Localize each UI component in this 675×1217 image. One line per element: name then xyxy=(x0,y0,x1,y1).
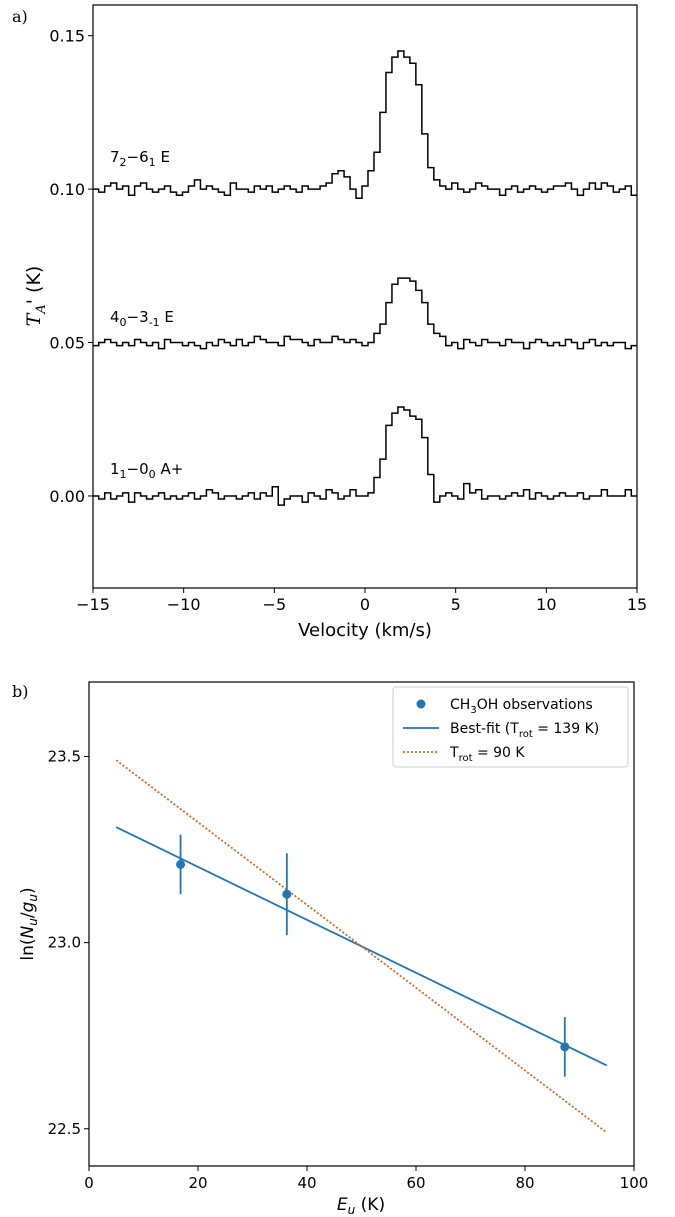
legend-box xyxy=(392,686,629,768)
panel-a-traces xyxy=(93,50,637,506)
x-tick-label: 100 xyxy=(620,1174,649,1192)
legend-label-best-fit: Best-fit (Trot = 139 K) xyxy=(450,721,599,740)
series-label-1-1-0-0-A: 11−00 A+ xyxy=(110,460,183,481)
y-tick-label: 22.5 xyxy=(48,1120,81,1138)
panel-a-spectra: a) −15 −10 −5 0 5 10 15 0.00 0.05 0.10 0.15 72−61… xyxy=(12,4,647,641)
y-tick-label: 0.05 xyxy=(49,334,85,353)
panel-a-label: a) xyxy=(12,7,28,26)
panel-b-y-axis-label: ln(Nu/gu) xyxy=(18,887,40,960)
best-fit-line xyxy=(115,826,608,1067)
panel-b-rotation-diagram: b) 0 20 40 60 80 100 22.5 23.0 23.5 CH3OH obser… xyxy=(12,681,648,1217)
x-tick-label: 10 xyxy=(536,595,556,614)
panel-b-legend: CH3OH observations Best-fit (Trot = 139 … xyxy=(392,686,629,768)
legend-label-observations: CH3OH observations xyxy=(450,697,593,716)
panel-b-x-axis-ticks: 0 20 40 60 80 100 xyxy=(84,1166,648,1192)
x-tick-label: 0 xyxy=(84,1174,94,1192)
x-tick-label: 40 xyxy=(297,1174,316,1192)
panel-a-plot-frame xyxy=(92,4,638,589)
y-tick-label: 0.15 xyxy=(49,27,85,46)
trot-90-line xyxy=(115,759,608,1134)
panel-b-plot-frame xyxy=(88,681,635,1167)
panel-a-x-axis-ticks: −15 −10 −5 0 5 10 15 xyxy=(76,588,647,614)
panel-a-y-axis-label: TA' (K) xyxy=(23,266,49,327)
panel-b-y-axis-ticks: 22.5 23.0 23.5 xyxy=(48,747,89,1138)
x-tick-label: 60 xyxy=(406,1174,425,1192)
panel-a-y-axis-ticks: 0.00 0.05 0.10 0.15 xyxy=(49,27,93,506)
legend-label-trot-90: Trot = 90 K xyxy=(449,745,525,764)
legend-marker-observations xyxy=(416,699,426,709)
spectrum-trace-0 xyxy=(93,50,637,200)
spectrum-trace-2 xyxy=(93,406,637,506)
x-tick-label: 0 xyxy=(360,595,370,614)
y-tick-label: 0.10 xyxy=(49,180,85,199)
y-tick-label: 0.00 xyxy=(49,487,85,506)
x-tick-label: 80 xyxy=(515,1174,534,1192)
panel-b-fit-lines xyxy=(115,759,608,1134)
panel-b-x-axis-label: Eu (K) xyxy=(337,1195,385,1217)
spectrum-trace-1 xyxy=(93,277,637,350)
panel-a-x-axis-label: Velocity (km/s) xyxy=(298,620,432,641)
panel-b-label: b) xyxy=(12,682,28,701)
x-tick-label: −10 xyxy=(167,595,201,614)
y-tick-label: 23.0 xyxy=(48,934,81,952)
x-tick-label: −15 xyxy=(76,595,110,614)
x-tick-label: 5 xyxy=(451,595,461,614)
panel-b-data-points xyxy=(176,834,570,1077)
series-label-4-0-3-m1-E: 40−3-1 E xyxy=(110,308,174,329)
y-tick-label: 23.5 xyxy=(48,747,81,765)
x-tick-label: −5 xyxy=(263,595,287,614)
data-point xyxy=(282,889,292,899)
data-point xyxy=(560,1042,570,1052)
x-tick-label: 15 xyxy=(627,595,647,614)
data-point xyxy=(176,859,186,869)
x-tick-label: 20 xyxy=(188,1174,207,1192)
series-label-7-2-6-1-E: 72−61 E xyxy=(110,148,170,169)
